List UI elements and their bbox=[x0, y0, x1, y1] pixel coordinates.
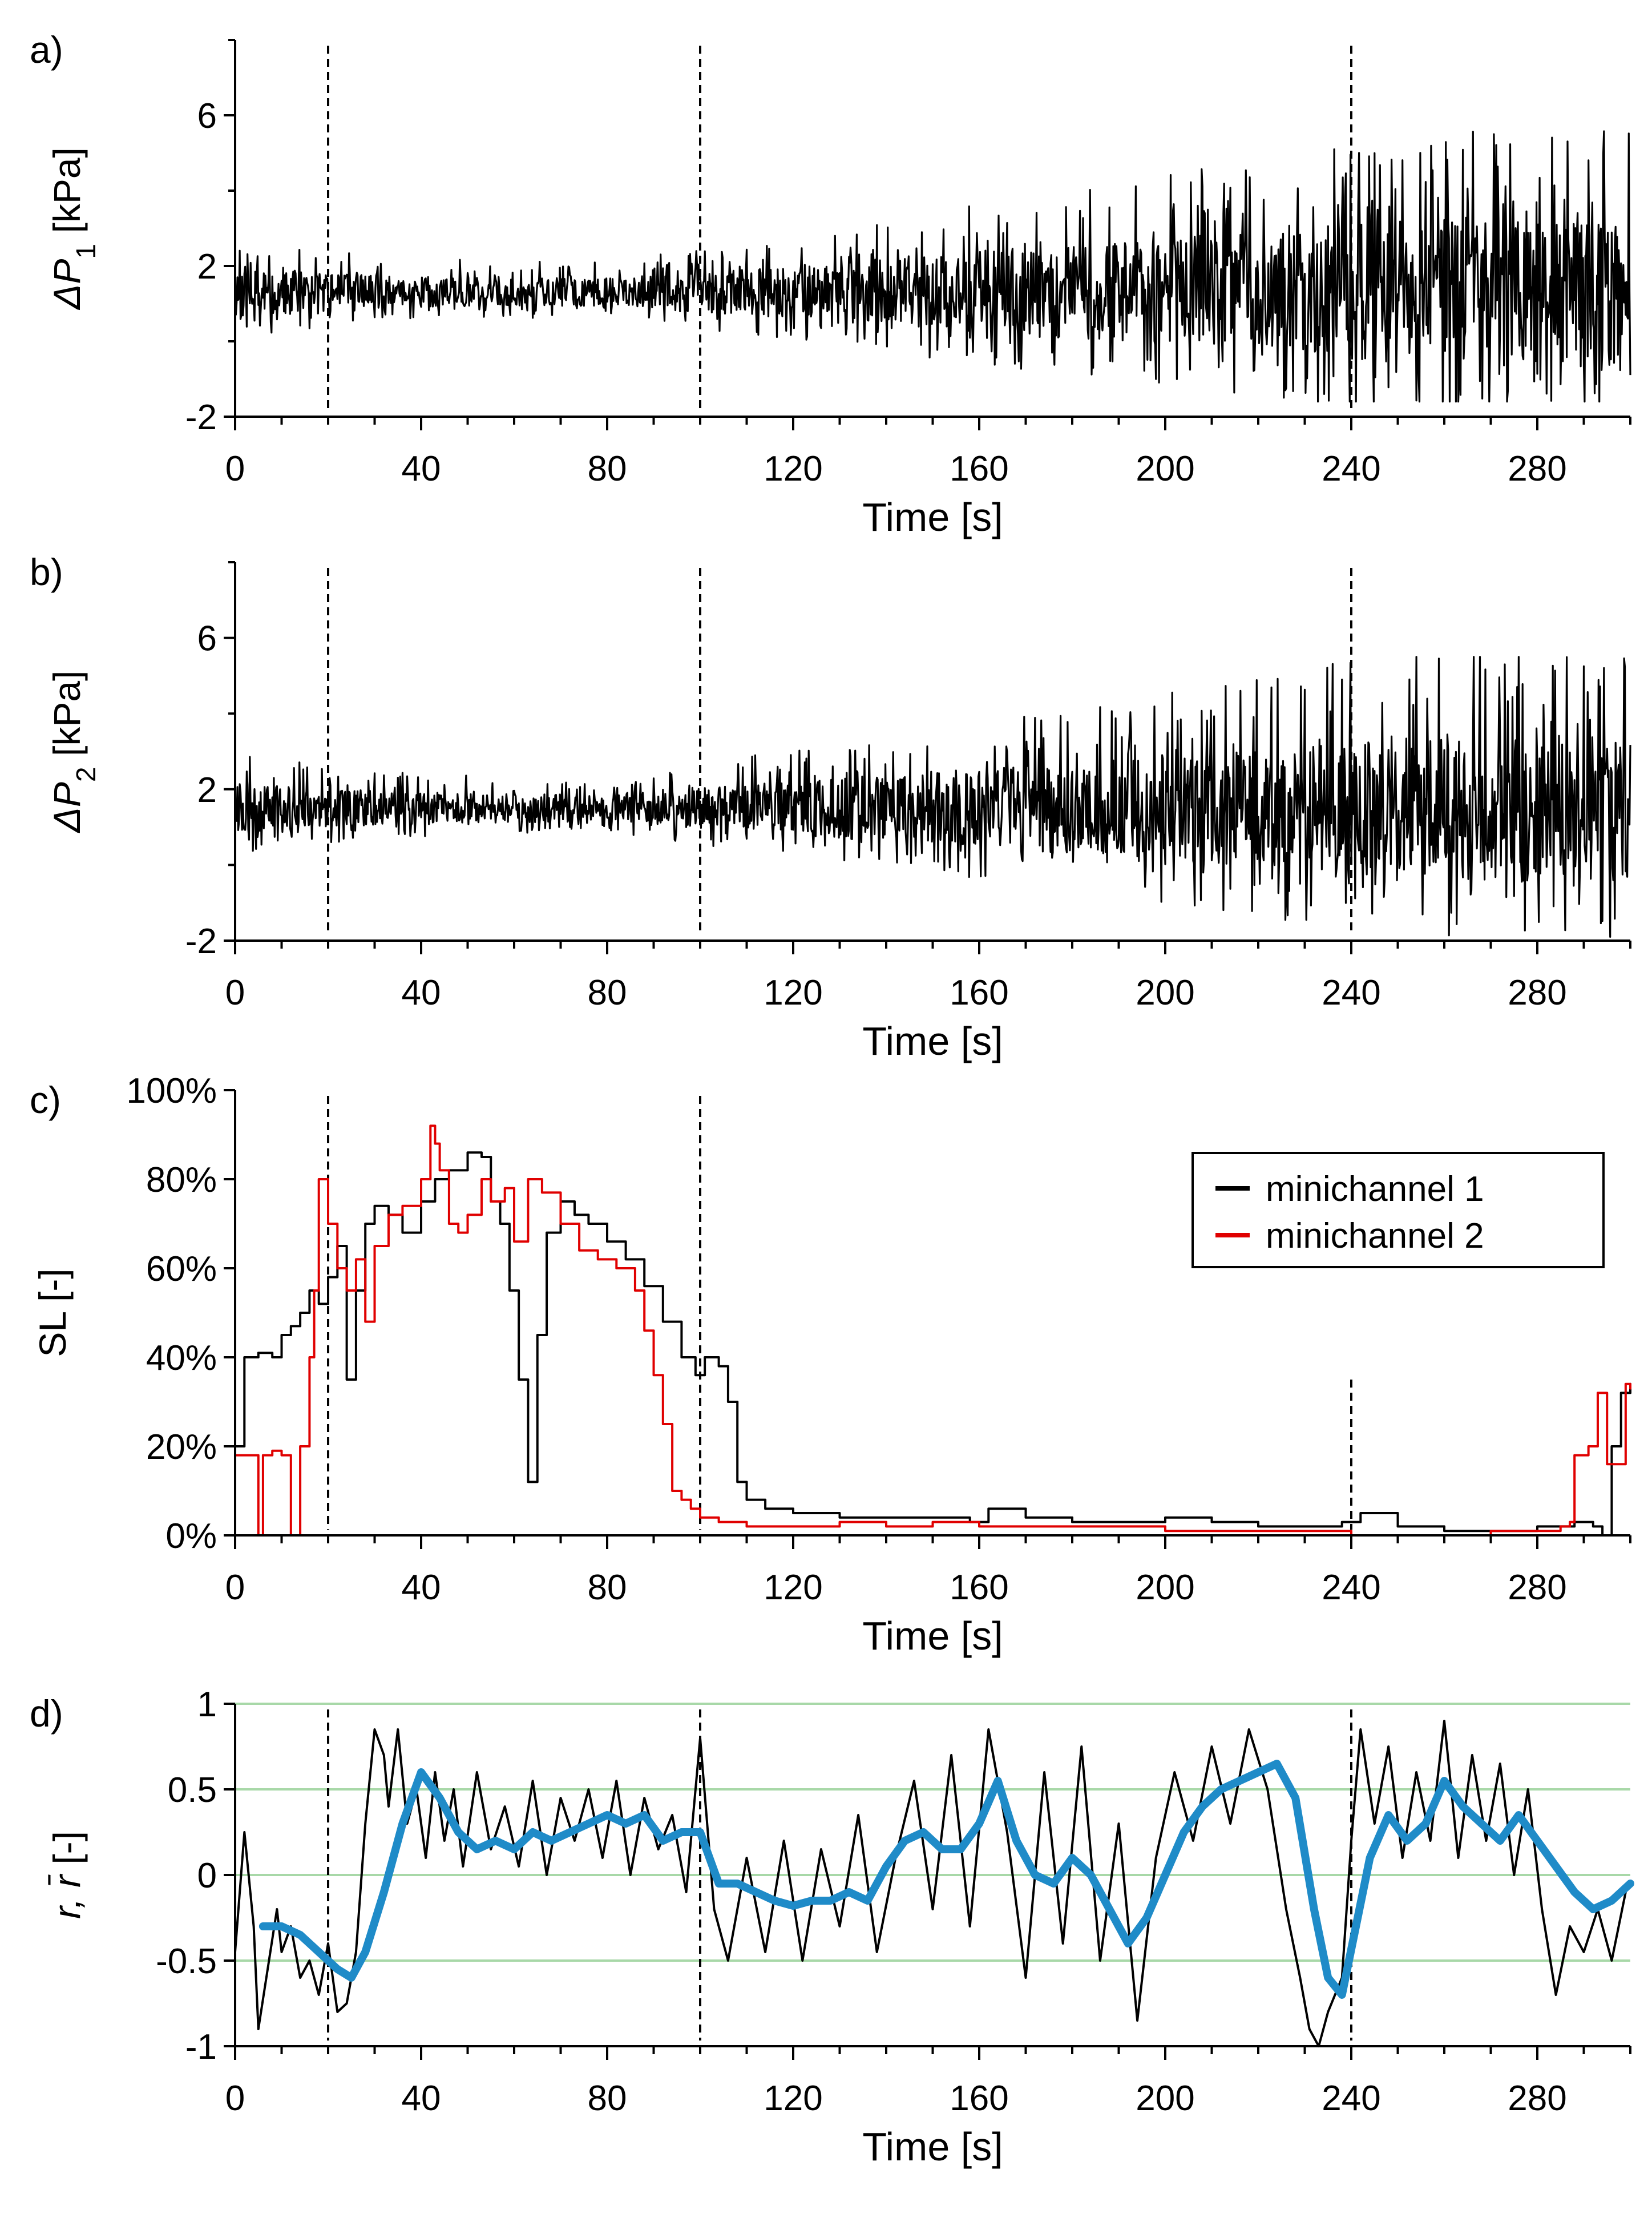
y-axis-label-unit: [kPa] bbox=[46, 671, 88, 767]
x-tick-label: 200 bbox=[1136, 1568, 1194, 1607]
y-tick-label: -2 bbox=[185, 398, 217, 437]
y-tick-label: 20% bbox=[146, 1427, 217, 1467]
y-tick-label: -1 bbox=[185, 2027, 217, 2067]
legend-box bbox=[1191, 1152, 1605, 1268]
x-tick-label: 40 bbox=[402, 1568, 441, 1607]
y-axis-label-subscript: 1 bbox=[71, 244, 102, 259]
x-axis-label: Time [s] bbox=[862, 495, 1003, 539]
x-tick-label: 120 bbox=[764, 1568, 822, 1607]
panel-label: a) bbox=[30, 29, 63, 71]
x-tick-label: 240 bbox=[1322, 2079, 1380, 2118]
x-tick-label: 200 bbox=[1136, 2079, 1194, 2118]
x-tick-label: 0 bbox=[225, 2079, 245, 2118]
x-tick-label: 200 bbox=[1136, 973, 1194, 1013]
x-axis-label: Time [s] bbox=[862, 1019, 1003, 1063]
x-axis-label: Time [s] bbox=[862, 1614, 1003, 1658]
x-tick-label: 40 bbox=[402, 449, 441, 489]
y-axis-label-unit: [-] bbox=[46, 1831, 88, 1875]
x-tick-label: 280 bbox=[1508, 449, 1566, 489]
x-tick-label: 240 bbox=[1322, 449, 1380, 489]
y-tick-label: 6 bbox=[197, 619, 217, 659]
x-tick-label: 160 bbox=[950, 973, 1008, 1013]
x-tick-label: 160 bbox=[950, 1568, 1008, 1607]
series-line-b bbox=[234, 656, 1631, 938]
y-axis-label: SL [-] bbox=[31, 1268, 74, 1357]
x-tick-label: 240 bbox=[1322, 1568, 1380, 1607]
y-tick-label: -2 bbox=[185, 922, 217, 961]
x-tick-label: 160 bbox=[950, 449, 1008, 489]
series-line-d-1 bbox=[258, 1760, 1634, 1999]
x-tick-label: 120 bbox=[764, 449, 822, 489]
x-tick-label: 40 bbox=[402, 973, 441, 1013]
y-tick-label: 0% bbox=[165, 1517, 217, 1556]
y-axis-label-main: ΔP bbox=[46, 259, 88, 310]
legend-label: minichannel 1 bbox=[1266, 1170, 1484, 1209]
series-line-c-0 bbox=[234, 1151, 1631, 1537]
x-tick-label: 80 bbox=[588, 449, 627, 489]
y-tick-label: 2 bbox=[197, 771, 217, 810]
y-tick-label: 2 bbox=[197, 247, 217, 287]
x-tick-label: 0 bbox=[225, 449, 245, 489]
x-tick-label: 0 bbox=[225, 1568, 245, 1607]
y-axis-label-subscript: 2 bbox=[71, 767, 102, 782]
x-tick-label: 280 bbox=[1508, 2079, 1566, 2118]
y-axis-label: ΔP1 [kPa] bbox=[46, 147, 102, 310]
x-tick-label: 120 bbox=[764, 973, 822, 1013]
y-axis-label-main: SL bbox=[31, 1312, 74, 1357]
series-line-a bbox=[234, 130, 1631, 403]
y-tick-label: 6 bbox=[197, 96, 217, 136]
y-axis-label-main: ΔP bbox=[46, 782, 88, 833]
x-tick-label: 80 bbox=[588, 1568, 627, 1607]
x-tick-label: 280 bbox=[1508, 973, 1566, 1013]
panel-c: 0 40 80 120 160 200 240 280 0% 20% 40% 60% 80% 100% Ti… bbox=[30, 1071, 1631, 1658]
x-tick-label: 120 bbox=[764, 2079, 822, 2118]
y-tick-label: 0.5 bbox=[168, 1771, 217, 1810]
x-tick-label: 80 bbox=[588, 2079, 627, 2118]
x-axis-label: Time [s] bbox=[862, 2124, 1003, 2169]
panel-label: d) bbox=[30, 1692, 63, 1735]
x-tick-label: 280 bbox=[1508, 1568, 1566, 1607]
y-tick-label: 40% bbox=[146, 1338, 217, 1378]
y-tick-label: 80% bbox=[146, 1160, 217, 1200]
series-line-d-0 bbox=[234, 1720, 1627, 2047]
y-axis-label-main: r, r̄ bbox=[46, 1873, 88, 1919]
panel-a: 0 40 80 120 160 200 240 280 -2 2 6 Time [s] ΔP1 [kPa… bbox=[30, 29, 1631, 539]
legend: minichannel 1 minichannel 2 bbox=[1191, 1152, 1605, 1268]
y-axis-label: ΔP2 [kPa] bbox=[46, 671, 102, 834]
x-tick-label: 200 bbox=[1136, 449, 1194, 489]
y-tick-label: 0 bbox=[197, 1856, 217, 1896]
x-tick-label: 80 bbox=[588, 973, 627, 1013]
x-tick-label: 160 bbox=[950, 2079, 1008, 2118]
y-tick-label: 100% bbox=[126, 1071, 217, 1111]
x-tick-label: 0 bbox=[225, 973, 245, 1013]
y-tick-label: -0.5 bbox=[156, 1942, 217, 1981]
panel-label: b) bbox=[30, 551, 63, 593]
panel-label: c) bbox=[30, 1079, 61, 1121]
panel-d: 0 40 80 120 160 200 240 280 -1 -0.5 0 0.5 1 Time [s] r… bbox=[30, 1685, 1634, 2169]
y-axis-label-unit: [-] bbox=[31, 1268, 74, 1312]
y-tick-label: 60% bbox=[146, 1249, 217, 1289]
x-tick-label: 40 bbox=[402, 2079, 441, 2118]
x-tick-label: 240 bbox=[1322, 973, 1380, 1013]
y-tick-label: 1 bbox=[197, 1685, 217, 1724]
y-axis-label-unit: [kPa] bbox=[46, 147, 88, 244]
legend-label: minichannel 2 bbox=[1266, 1216, 1484, 1256]
y-axis-label: r, r̄ [-] bbox=[46, 1831, 88, 1919]
